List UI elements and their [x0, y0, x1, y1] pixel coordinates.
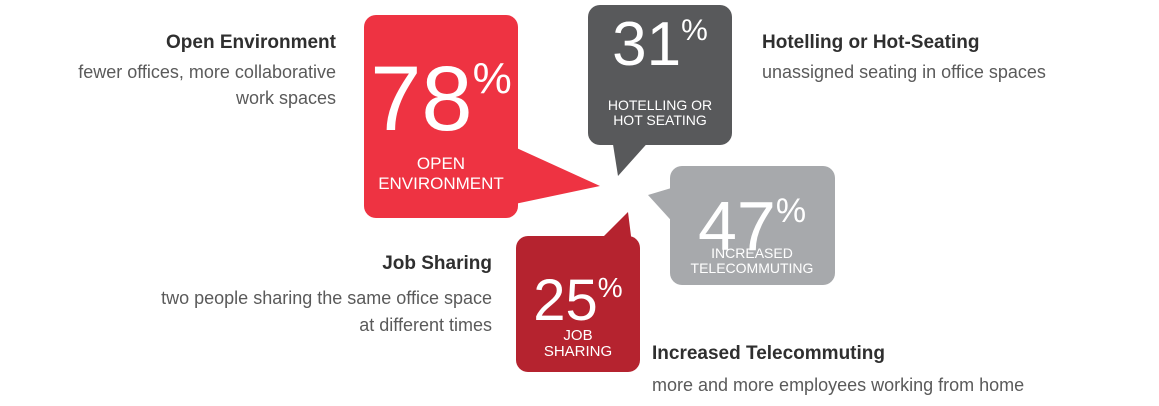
- percent-value: 31: [612, 10, 681, 79]
- bubble-tail: [510, 145, 600, 205]
- bubble-caption: TELECOMMUTING: [691, 260, 814, 276]
- item-description: more and more employees working from hom…: [652, 375, 1024, 395]
- bubble: [670, 166, 835, 285]
- bubble-caption: INCREASED: [711, 245, 793, 261]
- item-description: two people sharing the same office space: [161, 288, 492, 308]
- percent: 31%: [612, 10, 708, 79]
- bubble-caption: HOTELLING OR: [608, 97, 712, 113]
- item-description: unassigned seating in office spaces: [762, 62, 1046, 82]
- bubble: [516, 236, 640, 372]
- item-description: at different times: [359, 315, 492, 335]
- bubble-tail: [612, 138, 652, 176]
- percent: 78%: [370, 48, 511, 150]
- percent-unit: %: [776, 192, 806, 230]
- item-title: Hotelling or Hot-Seating: [762, 32, 979, 53]
- bubble: [588, 5, 732, 145]
- percent-unit: %: [598, 272, 623, 303]
- bubble-caption: JOB: [563, 327, 592, 344]
- bubble: [364, 15, 518, 218]
- item-title: Increased Telecommuting: [652, 343, 885, 364]
- percent: 47%: [698, 187, 806, 265]
- item-description: fewer offices, more collaborative: [78, 62, 336, 82]
- bubble-caption: HOT SEATING: [613, 112, 707, 128]
- bubble-caption: OPEN: [417, 154, 465, 173]
- item-title: Open Environment: [166, 32, 337, 53]
- percent-value: 25: [533, 268, 598, 333]
- item-title: Job Sharing: [382, 253, 492, 274]
- percent-unit: %: [473, 54, 512, 103]
- percent-unit: %: [681, 14, 708, 47]
- item-description: work spaces: [235, 88, 336, 108]
- percent: 25%: [533, 268, 622, 333]
- percent-value: 47: [698, 187, 776, 265]
- percent-value: 78: [370, 48, 472, 150]
- bubble-caption: ENVIRONMENT: [378, 174, 504, 193]
- bubble-caption: SHARING: [544, 343, 612, 360]
